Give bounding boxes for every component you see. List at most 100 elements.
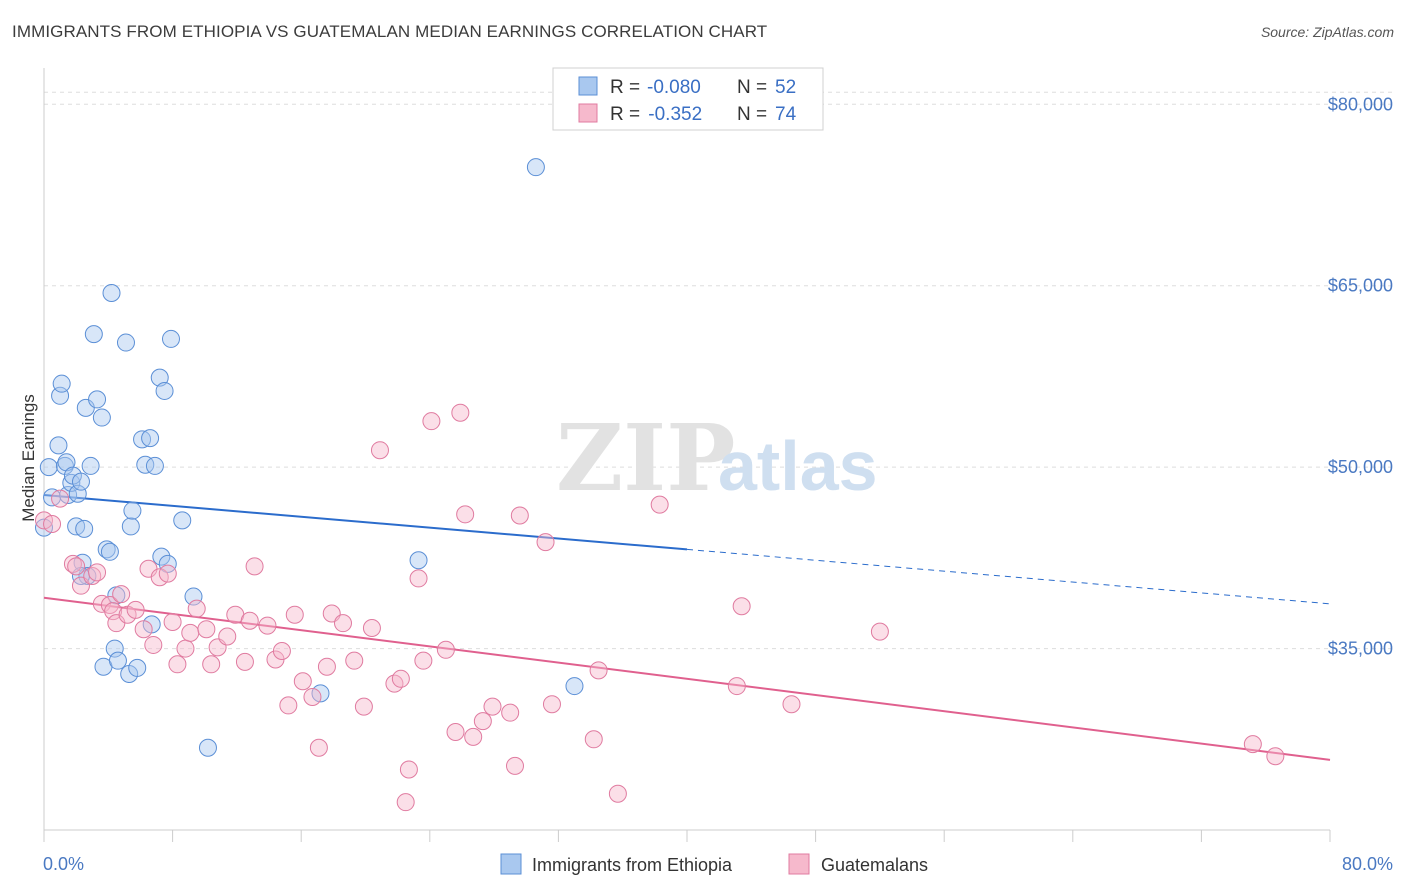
guatemala-point [436, 640, 455, 659]
guatemala-point [181, 623, 200, 642]
ethiopia-point [102, 283, 121, 302]
guatemala-point [446, 723, 465, 742]
watermark-atlas: atlas [718, 427, 878, 505]
ethiopia-point [108, 651, 127, 670]
ethiopia-point [161, 329, 180, 348]
ethiopia-point [145, 456, 164, 475]
guatemala-point [409, 569, 428, 588]
ethiopia-point [136, 455, 155, 474]
legend-bottom-ethiopia-label: Immigrants from Ethiopia [532, 855, 733, 875]
ethiopia-point [100, 542, 119, 561]
guatemala-point [144, 635, 163, 654]
ethiopia-point [198, 738, 217, 757]
guatemala-point [158, 564, 177, 583]
ethiopia-trend-line [43, 493, 688, 551]
ethiopia-point [155, 381, 174, 400]
y-tick-label: $35,000 [1328, 639, 1393, 659]
legend-guatemala-swatch [578, 103, 598, 123]
guatemala-point [218, 627, 237, 646]
ethiopia-point [184, 587, 203, 606]
ethiopia-point [92, 408, 111, 427]
guatemala-point [542, 695, 561, 714]
guatemala-point [456, 505, 475, 524]
guatemala-point [272, 641, 291, 660]
legend-ethiopia-r-label: R = [610, 77, 640, 98]
guatemala-point [43, 514, 62, 533]
guatemala-point [309, 738, 328, 757]
guatemala-point [608, 784, 627, 803]
guatemala-point [333, 614, 352, 633]
guatemala-point [317, 657, 336, 676]
guatemala-point [510, 506, 529, 525]
legend-bottom-guatemala-swatch [788, 853, 810, 875]
guatemala-point [396, 793, 415, 812]
ethiopia-point [105, 639, 124, 658]
guatemala-point [197, 620, 216, 639]
guatemala-point [258, 616, 277, 635]
guatemala-point [134, 620, 153, 639]
axes [43, 68, 1331, 842]
guatemala-point [732, 597, 751, 616]
watermark: ZIP atlas [556, 404, 878, 512]
ethiopia-point [152, 547, 171, 566]
guatemala-point [870, 622, 889, 641]
watermark-zip: ZIP [556, 404, 735, 512]
ethiopia-point [71, 472, 90, 491]
legend-guatemala-n-label: N = [737, 104, 767, 125]
y-tick-label: $80,000 [1328, 94, 1393, 114]
legend-bottom-guatemala-label: Guatemalans [821, 855, 928, 875]
ethiopia-point [84, 325, 103, 344]
legend-ethiopia-n-label: N = [737, 77, 767, 98]
ethiopia-trend-extension [686, 548, 1331, 605]
y-axis-title: Median Earnings [19, 394, 38, 522]
guatemala-point [67, 557, 86, 576]
ethiopia-point [141, 429, 160, 448]
guatemala-point [362, 619, 381, 638]
guatemala-point [505, 756, 524, 775]
ethiopia-point [158, 554, 177, 573]
ethiopia-point [409, 551, 428, 570]
guatemala-point [473, 712, 492, 731]
ethiopia-point [62, 473, 81, 492]
guatemala-point [293, 672, 312, 691]
guatemala-point [414, 651, 433, 670]
legend-ethiopia-r-value: -0.080 [647, 77, 701, 98]
ethiopia-point [123, 501, 142, 520]
y-tick-label: $65,000 [1328, 276, 1393, 296]
ethiopia-point [116, 333, 135, 352]
ethiopia-point [150, 368, 169, 387]
guatemala-point [451, 403, 470, 422]
guatemala-point [483, 697, 502, 716]
guatemala-point [536, 533, 555, 552]
guatemala-point [464, 727, 483, 746]
chart-title: IMMIGRANTS FROM ETHIOPIA VS GUATEMALAN M… [12, 22, 768, 41]
guatemala-point [83, 567, 102, 585]
ethiopia-point [52, 374, 71, 393]
guatemala-point [279, 696, 298, 715]
guatemala-point [370, 441, 389, 460]
ethiopia-points [35, 158, 584, 757]
guatemala-point [589, 661, 608, 680]
ethiopia-point [88, 390, 107, 409]
guatemala-point [345, 651, 364, 670]
guatemala-point [422, 412, 441, 431]
x-tick-label-start: 0.0% [43, 854, 84, 874]
guatemala-point [285, 605, 304, 624]
guatemala-point [1243, 735, 1262, 754]
guatemala-point [163, 612, 182, 631]
guatemala-point [88, 563, 107, 582]
legend-guatemala-n-value: 74 [775, 104, 797, 125]
guatemala-point [187, 599, 206, 618]
guatemala-point [202, 655, 221, 674]
guatemala-point [399, 760, 418, 779]
guatemala-point [104, 602, 123, 621]
guatemala-point [176, 639, 195, 658]
legend-guatemala-r-label: R = [610, 104, 640, 125]
guatemala-point [51, 489, 70, 508]
legend-ethiopia-n-value: 52 [775, 77, 796, 98]
guatemala-point [650, 495, 669, 514]
guatemala-point [168, 655, 187, 674]
guatemala-point [245, 557, 264, 576]
legend-stats-box [552, 67, 824, 131]
